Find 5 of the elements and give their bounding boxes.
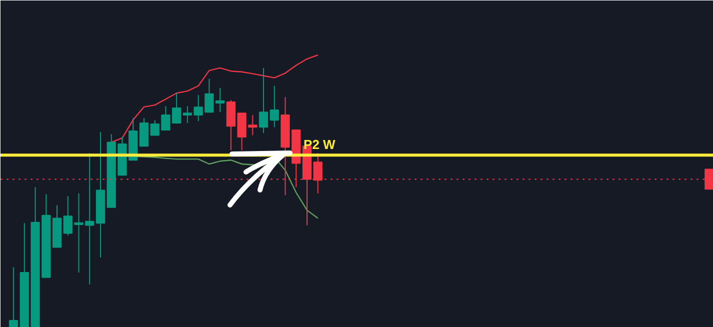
- candlestick: [270, 85, 279, 128]
- candlestick: [258, 67, 268, 134]
- candlestick: [8, 266, 18, 327]
- candlestick: [139, 118, 149, 147]
- ref-line-label: P2 W: [304, 137, 336, 152]
